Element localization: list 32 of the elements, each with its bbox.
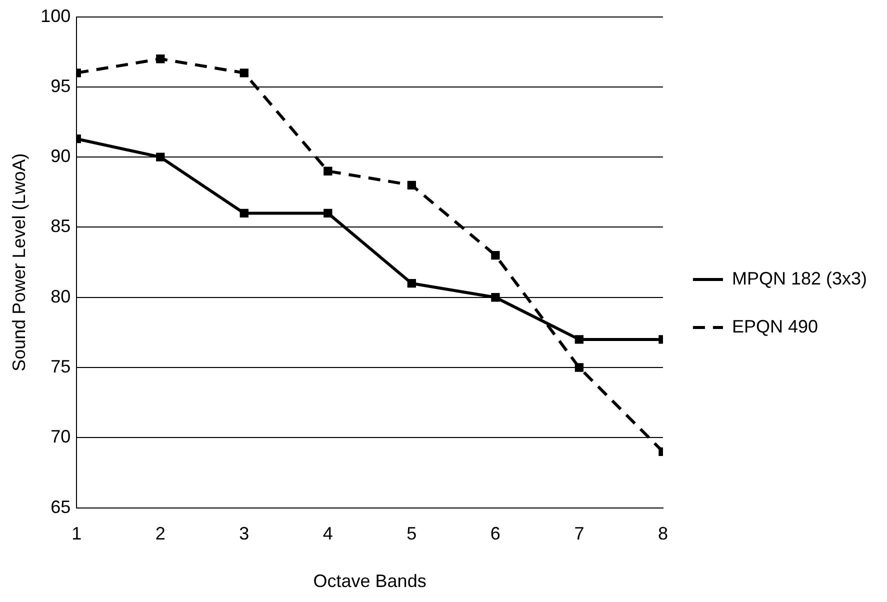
- point: [574, 363, 584, 372]
- point: [491, 293, 500, 302]
- x-tick-label: 4: [322, 524, 333, 544]
- point: [324, 208, 332, 218]
- x-tick-label: 7: [574, 524, 584, 544]
- point: [324, 166, 332, 176]
- point: [491, 250, 500, 260]
- y-tick-label: 100: [40, 6, 71, 26]
- point: [156, 152, 165, 162]
- legend-label: EPQN 490: [732, 316, 818, 336]
- x-tick-label: 2: [155, 524, 166, 544]
- point: [407, 279, 416, 288]
- x-axis-title: Octave Bands: [313, 571, 426, 592]
- y-tick-label: 65: [50, 496, 71, 517]
- point: [407, 180, 416, 190]
- x-tick-label: 1: [72, 524, 82, 544]
- x-tick-label: 6: [490, 524, 500, 544]
- y-tick-label: 85: [50, 216, 71, 236]
- point: [240, 208, 248, 218]
- y-axis-title: Sound Power Level (LwoA): [8, 153, 29, 372]
- x-tick-label: 3: [239, 524, 250, 544]
- y-tick-label: 95: [50, 76, 71, 96]
- point: [574, 335, 584, 344]
- point: [240, 68, 248, 78]
- x-tick-label: 8: [658, 524, 668, 544]
- x-tick-label: 5: [406, 524, 417, 544]
- y-tick-label: 70: [50, 426, 71, 447]
- y-tick-label: 90: [50, 146, 71, 166]
- y-tick-label: 80: [50, 286, 71, 306]
- legend-label: MPQN 182 (3x3): [732, 268, 868, 288]
- y-tick-label: 75: [50, 356, 71, 376]
- point: [156, 54, 165, 64]
